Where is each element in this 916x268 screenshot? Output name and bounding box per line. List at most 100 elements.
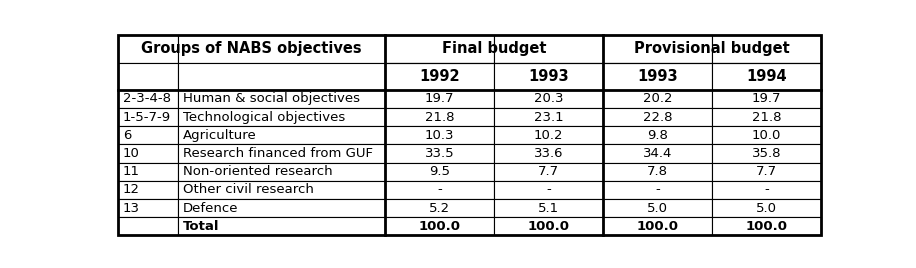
Text: 100.0: 100.0 <box>746 220 788 233</box>
Bar <box>385 163 494 181</box>
Text: Final budget: Final budget <box>442 41 546 56</box>
Bar <box>118 90 178 108</box>
Text: -: - <box>764 183 769 196</box>
Text: 1994: 1994 <box>746 69 787 84</box>
Bar <box>603 217 712 235</box>
Bar <box>118 126 178 144</box>
Text: 22.8: 22.8 <box>643 111 672 124</box>
Text: 100.0: 100.0 <box>419 220 461 233</box>
Bar <box>385 126 494 144</box>
Bar <box>118 108 178 126</box>
Text: Total: Total <box>183 220 219 233</box>
Text: 10.2: 10.2 <box>534 129 563 142</box>
Text: Agriculture: Agriculture <box>183 129 256 142</box>
Bar <box>603 90 712 108</box>
Text: Provisional budget: Provisional budget <box>634 41 790 56</box>
Text: 34.4: 34.4 <box>643 147 672 160</box>
Text: 100.0: 100.0 <box>528 220 570 233</box>
Text: Human & social objectives: Human & social objectives <box>183 92 360 105</box>
Text: 11: 11 <box>123 165 140 178</box>
Bar <box>603 163 712 181</box>
Bar <box>118 62 178 90</box>
Text: -: - <box>437 183 442 196</box>
Text: 7.7: 7.7 <box>538 165 559 178</box>
Text: -: - <box>655 183 660 196</box>
Bar <box>494 163 603 181</box>
Bar <box>494 217 603 235</box>
Text: 10: 10 <box>123 147 140 160</box>
Bar <box>178 35 385 62</box>
Bar <box>494 108 603 126</box>
Text: 21.8: 21.8 <box>752 111 781 124</box>
Text: 1992: 1992 <box>420 69 460 84</box>
Text: 5.0: 5.0 <box>756 202 777 215</box>
Bar <box>712 90 821 108</box>
Bar <box>178 217 385 235</box>
Text: Research financed from GUF: Research financed from GUF <box>183 147 373 160</box>
Text: 20.3: 20.3 <box>534 92 563 105</box>
Text: 5.1: 5.1 <box>538 202 559 215</box>
Text: 7.7: 7.7 <box>756 165 777 178</box>
Text: 13: 13 <box>123 202 140 215</box>
Bar <box>603 35 712 62</box>
Bar <box>603 62 712 90</box>
Bar <box>712 181 821 199</box>
Bar <box>494 90 603 108</box>
Text: Groups of NABS objectives: Groups of NABS objectives <box>141 41 362 56</box>
Bar <box>494 199 603 217</box>
Text: 2-3-4-8: 2-3-4-8 <box>123 92 171 105</box>
Text: 6: 6 <box>123 129 131 142</box>
Bar <box>385 35 494 62</box>
Bar <box>494 126 603 144</box>
Text: Non-oriented research: Non-oriented research <box>183 165 333 178</box>
Text: 12: 12 <box>123 183 140 196</box>
Text: 7.8: 7.8 <box>647 165 668 178</box>
Bar <box>603 126 712 144</box>
Text: 20.2: 20.2 <box>643 92 672 105</box>
Bar <box>178 90 385 108</box>
Bar <box>712 62 821 90</box>
Text: 33.6: 33.6 <box>534 147 563 160</box>
Bar <box>118 35 178 62</box>
Bar <box>178 126 385 144</box>
Text: 35.8: 35.8 <box>752 147 781 160</box>
Text: 10.0: 10.0 <box>752 129 781 142</box>
Text: Technological objectives: Technological objectives <box>183 111 345 124</box>
Bar <box>603 144 712 163</box>
Bar <box>712 217 821 235</box>
Bar <box>118 144 178 163</box>
Bar <box>385 217 494 235</box>
Text: 100.0: 100.0 <box>637 220 679 233</box>
Text: 5.2: 5.2 <box>429 202 450 215</box>
Bar <box>118 199 178 217</box>
Bar <box>603 181 712 199</box>
Bar <box>118 181 178 199</box>
Text: 10.3: 10.3 <box>425 129 454 142</box>
Bar <box>385 90 494 108</box>
Bar <box>385 181 494 199</box>
Bar <box>178 144 385 163</box>
Bar <box>603 108 712 126</box>
Bar <box>118 163 178 181</box>
Bar <box>712 163 821 181</box>
Bar <box>712 108 821 126</box>
Text: 23.1: 23.1 <box>534 111 563 124</box>
Bar <box>178 181 385 199</box>
Text: 33.5: 33.5 <box>425 147 454 160</box>
Bar <box>178 62 385 90</box>
Text: 1993: 1993 <box>638 69 678 84</box>
Bar <box>385 62 494 90</box>
Bar <box>178 163 385 181</box>
Bar <box>712 199 821 217</box>
Text: 1-5-7-9: 1-5-7-9 <box>123 111 171 124</box>
Text: 9.8: 9.8 <box>647 129 668 142</box>
Text: 1993: 1993 <box>529 69 569 84</box>
Bar <box>385 108 494 126</box>
Bar <box>494 35 603 62</box>
Bar <box>712 35 821 62</box>
Text: 9.5: 9.5 <box>429 165 450 178</box>
Text: 21.8: 21.8 <box>425 111 454 124</box>
Text: 5.0: 5.0 <box>647 202 668 215</box>
Bar <box>494 144 603 163</box>
Bar <box>494 62 603 90</box>
